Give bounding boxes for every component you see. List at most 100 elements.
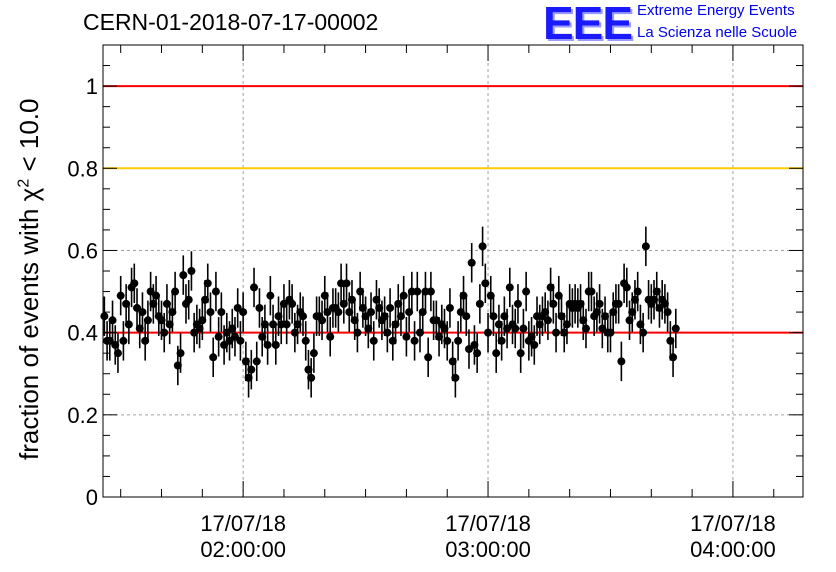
y-tick-label: 0.4 (67, 321, 98, 346)
data-marker (209, 353, 218, 362)
data-point (633, 271, 642, 312)
data-point (671, 308, 680, 349)
data-marker (543, 316, 552, 325)
data-marker (410, 336, 419, 345)
data-marker (334, 308, 343, 317)
data-point (143, 300, 152, 341)
data-marker (484, 328, 493, 337)
logo-line-1: Extreme Energy Events (637, 2, 795, 19)
data-marker (239, 308, 248, 317)
data-marker (669, 353, 678, 362)
data-point (301, 321, 310, 361)
data-marker (445, 303, 454, 312)
data-marker (369, 336, 378, 345)
data-marker (522, 287, 531, 296)
data-marker (236, 336, 245, 345)
data-point (108, 300, 117, 341)
x-tick-label-date: 17/07/18 (200, 511, 286, 536)
data-point (236, 321, 245, 361)
data-marker (247, 365, 256, 374)
data-point (116, 275, 125, 316)
data-marker (233, 303, 242, 312)
data-point (326, 317, 335, 357)
data-marker (489, 312, 498, 321)
x-tick-label-time: 02:00:00 (200, 537, 286, 562)
data-point (307, 358, 316, 398)
data-marker (505, 283, 514, 292)
data-marker (184, 295, 193, 304)
data-point (622, 267, 631, 308)
data-marker (214, 332, 223, 341)
data-point (288, 284, 297, 324)
data-point (250, 267, 259, 308)
data-marker (581, 324, 590, 333)
data-point (617, 341, 626, 382)
data-point (464, 329, 473, 369)
data-marker (187, 267, 196, 275)
data-point (266, 275, 275, 316)
data-marker (353, 328, 362, 337)
data-marker (663, 308, 672, 317)
data-marker (633, 287, 642, 296)
data-point (497, 321, 506, 361)
data-point (489, 296, 498, 336)
data-point (467, 243, 476, 283)
data-marker (402, 332, 411, 341)
data-marker (230, 332, 239, 341)
data-point (543, 300, 552, 341)
data-marker (217, 308, 226, 317)
data-point (581, 308, 590, 349)
data-point (113, 333, 122, 373)
data-point (263, 325, 272, 365)
data-marker (614, 299, 623, 308)
data-marker (413, 287, 422, 296)
data-point (663, 292, 672, 332)
data-marker (516, 349, 525, 358)
data-point (184, 280, 193, 320)
data-point (443, 321, 452, 361)
data-point (176, 333, 185, 373)
data-point (171, 271, 180, 312)
data-marker (481, 279, 490, 288)
data-point (413, 271, 422, 312)
data-point (255, 288, 264, 328)
data-point (239, 292, 248, 332)
data-marker (179, 271, 188, 280)
data-marker (250, 283, 259, 292)
data-marker (478, 242, 487, 251)
data-point (484, 312, 493, 353)
data-point (386, 288, 395, 328)
data-point (130, 263, 139, 304)
data-point (211, 271, 220, 312)
data-marker (130, 279, 139, 288)
data-point (252, 341, 261, 382)
data-marker (451, 373, 460, 382)
data-marker (255, 303, 264, 312)
data-marker (323, 308, 332, 317)
data-marker (492, 349, 501, 358)
data-marker (171, 287, 180, 296)
logo-letters: EEE (543, 0, 633, 49)
data-marker (211, 287, 220, 296)
data-marker (595, 299, 604, 308)
data-point (492, 333, 501, 373)
y-tick-label: 0.6 (67, 238, 98, 263)
data-point (299, 296, 307, 336)
data-point (513, 284, 522, 324)
data-point (530, 325, 539, 365)
data-point (451, 358, 460, 398)
data-marker (530, 340, 539, 349)
data-point (462, 296, 471, 336)
data-marker (467, 258, 476, 267)
data-marker (282, 320, 291, 329)
data-marker (252, 357, 261, 366)
data-point (233, 288, 242, 328)
data-marker (301, 336, 310, 345)
data-point (454, 321, 463, 361)
data-point (383, 312, 392, 353)
data-point (481, 263, 490, 304)
data-point (217, 292, 226, 332)
x-axis-ticks: 17/07/1802:00:0017/07/1803:00:0017/07/18… (120, 45, 776, 562)
data-marker (399, 291, 408, 300)
